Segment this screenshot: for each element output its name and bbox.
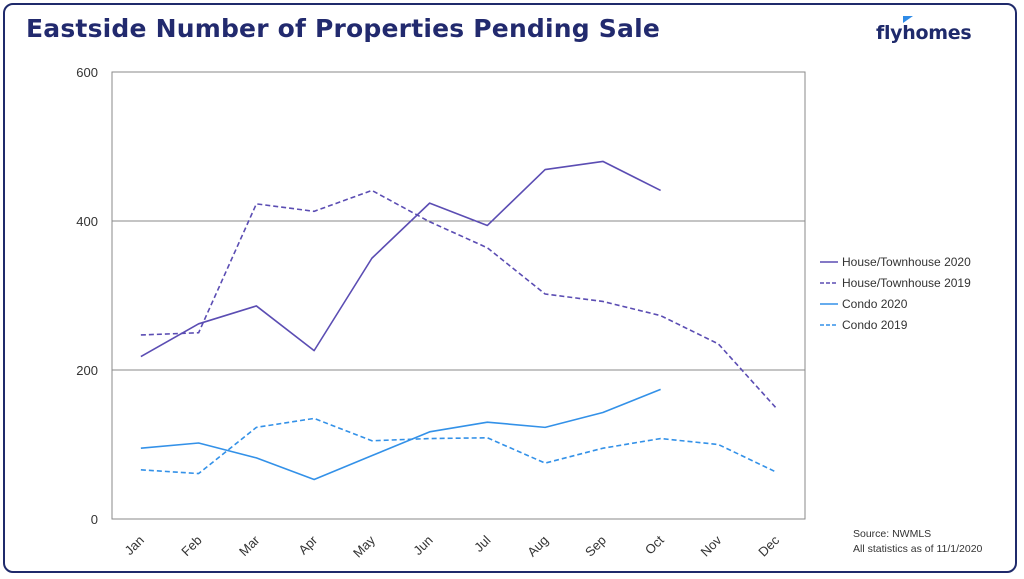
y-tick-label: 600 (76, 65, 98, 80)
x-tick-label: Aug (524, 533, 551, 560)
series-line-2 (140, 388, 661, 481)
x-tick-label: Sep (582, 533, 609, 560)
logo-flag-icon (903, 16, 913, 23)
flyhomes-logo: flyhomes (876, 16, 972, 44)
y-tick-label: 0 (91, 512, 98, 527)
chart-title: Eastside Number of Properties Pending Sa… (26, 14, 660, 43)
x-tick-label: Jan (122, 533, 147, 558)
legend-label: Condo 2020 (842, 296, 908, 311)
series-line-1 (140, 189, 777, 409)
series-line-3 (140, 417, 777, 475)
legend-swatch (820, 302, 838, 305)
y-tick-label: 400 (76, 214, 98, 229)
legend-label: Condo 2019 (842, 317, 908, 332)
legend-item: House/Townhouse 2019 (820, 272, 971, 293)
x-tick-label: Mar (236, 532, 263, 559)
x-tick-label: Feb (178, 533, 204, 559)
series-line-0 (140, 160, 661, 358)
x-tick-label: Jun (410, 533, 435, 558)
x-tick-label: Dec (755, 532, 782, 559)
chart-frame (3, 3, 1017, 573)
x-tick-label: Jul (471, 532, 493, 554)
legend-swatch (820, 281, 838, 284)
legend-item: Condo 2019 (820, 314, 971, 335)
plot-area (111, 71, 806, 520)
legend-swatch (820, 323, 838, 326)
x-tick-label: May (350, 532, 378, 560)
legend-label: House/Townhouse 2019 (842, 275, 971, 290)
source-note: Source: NWMLS All statistics as of 11/1/… (853, 527, 982, 557)
x-tick-label: Apr (295, 532, 320, 557)
legend-swatch (820, 260, 838, 263)
stats-date-line: All statistics as of 11/1/2020 (853, 543, 983, 555)
legend-label: House/Townhouse 2020 (842, 254, 971, 269)
legend-item: House/Townhouse 2020 (820, 251, 971, 272)
source-line: Source: NWMLS (853, 528, 932, 540)
legend-item: Condo 2020 (820, 293, 971, 314)
logo-text: flyhomes (876, 22, 972, 44)
y-tick-label: 200 (76, 363, 98, 378)
x-tick-label: Nov (698, 532, 725, 559)
x-tick-label: Oct (642, 532, 667, 557)
chart-legend: House/Townhouse 2020 House/Townhouse 2019… (820, 251, 971, 335)
